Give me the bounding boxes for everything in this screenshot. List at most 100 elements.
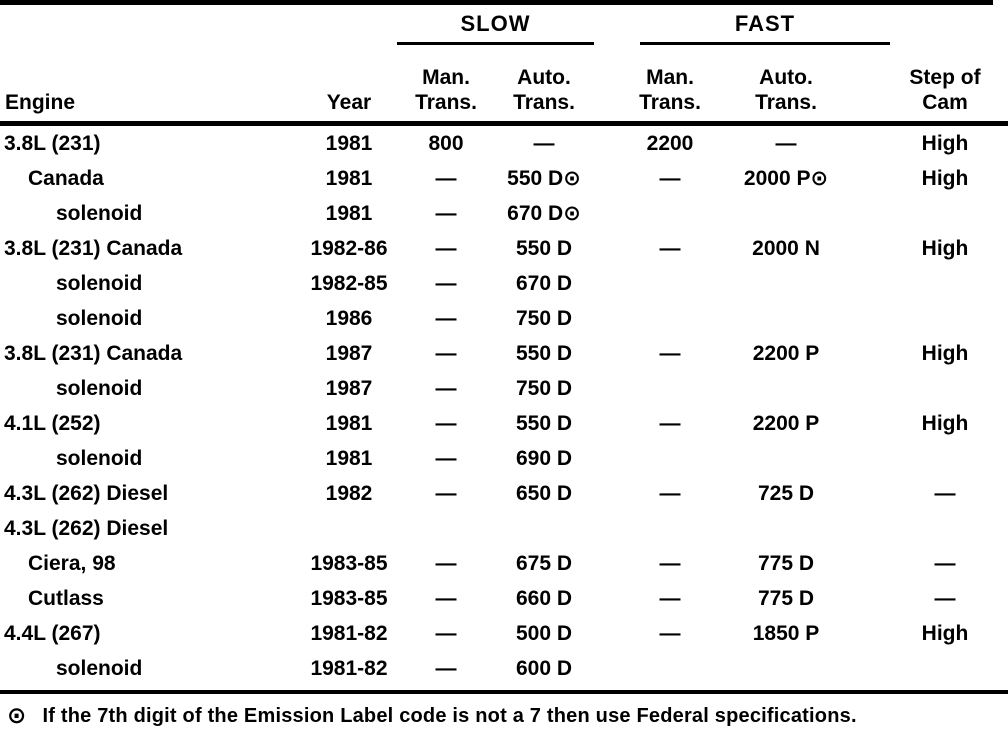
slow-man-trans-cell: — [435, 237, 457, 260]
table-row: solenoid 1987 — 750 D [0, 371, 1008, 406]
slow-auto-trans-cell: 660 D [515, 587, 573, 610]
step-of-cam-cell: — [934, 587, 956, 610]
column-header-line: Cam [922, 91, 968, 114]
column-header-engine-label: Engine [5, 91, 76, 114]
fast-man-trans-cell [594, 441, 734, 476]
fast-man-trans-cell: — [659, 587, 681, 610]
fast-man-trans-cell: — [659, 622, 681, 645]
engine-cell: Cutlass [28, 587, 104, 610]
table-row: 4.3L (262) Diesel [0, 511, 1008, 546]
column-header-engine: Engine [0, 53, 300, 126]
step-of-cam-cell: High [921, 132, 969, 155]
year-cell: 1981 [325, 167, 373, 190]
slow-man-trans-cell: 800 [428, 132, 464, 155]
slow-auto-trans-cell [494, 511, 594, 546]
year-cell: 1981 [325, 132, 373, 155]
table-row: 4.1L (252) 1981 — 550 D — 2200 P High [0, 406, 1008, 441]
slow-man-trans-cell: — [435, 272, 457, 295]
slow-auto-trans-cell: 750 D [515, 307, 573, 330]
slow-auto-trans-cell: 550 D [515, 342, 573, 365]
column-header-line: Trans. [755, 91, 817, 114]
fast-auto-trans-cell [734, 301, 856, 336]
engine-cell: Canada [28, 167, 104, 190]
column-header-fast-man-trans: Man. Trans. [594, 53, 734, 126]
engine-cell: solenoid [56, 307, 143, 330]
slow-man-trans-cell: — [435, 622, 457, 645]
slow-auto-trans-cell: 690 D [515, 447, 573, 470]
engine-cell: solenoid [56, 447, 143, 470]
engine-cell: 4.3L (262) Diesel [4, 482, 169, 505]
table-row: Ciera, 98 1983-85 — 675 D — 775 D — [0, 546, 1008, 581]
step-of-cam-cell [856, 651, 1008, 686]
step-of-cam-cell [856, 511, 1008, 546]
year-cell: 1982-85 [310, 272, 388, 295]
step-of-cam-cell: High [921, 412, 969, 435]
table-row: 3.8L (231) Canada 1982-86 — 550 D — 2000 N Hig… [0, 231, 1008, 266]
column-header-row: Engine Year Man. Trans. Auto. Trans. Man… [0, 53, 1008, 126]
group-header-slow: SLOW [397, 11, 594, 45]
step-of-cam-cell: — [934, 482, 956, 505]
table-row: solenoid 1981-82 — 600 D [0, 651, 1008, 686]
top-rule [0, 0, 993, 5]
slow-auto-trans-cell: 550 D [515, 237, 573, 260]
step-of-cam-cell: High [921, 622, 969, 645]
fast-auto-trans-cell [734, 511, 856, 546]
column-header-fast-auto-trans: Auto. Trans. [734, 53, 856, 126]
slow-man-trans-cell: — [435, 342, 457, 365]
engine-cell: solenoid [56, 202, 143, 225]
step-of-cam-cell: — [934, 552, 956, 575]
slow-auto-trans-cell: 670 D [515, 272, 573, 295]
group-label-slow: SLOW [460, 11, 531, 36]
slow-auto-trans-cell: 650 D [515, 482, 573, 505]
fast-man-trans-cell: 2200 [646, 132, 694, 155]
column-header-year: Year [300, 53, 398, 126]
column-header-year-label: Year [326, 91, 372, 114]
year-cell: 1981 [325, 447, 373, 470]
fast-man-trans-cell [594, 196, 734, 231]
fast-auto-trans-cell [734, 266, 856, 301]
column-header-line: Man. [646, 66, 694, 89]
table-row: solenoid 1981 — 690 D [0, 441, 1008, 476]
slow-man-trans-cell: — [435, 202, 457, 225]
table-row: solenoid 1982-85 — 670 D [0, 266, 1008, 301]
slow-auto-trans-cell: 675 D [515, 552, 573, 575]
bottom-rule [0, 690, 1008, 694]
fast-auto-trans-cell: 2000 N [752, 237, 820, 260]
fast-auto-trans-cell [734, 651, 856, 686]
column-header-line: Trans. [415, 91, 477, 114]
slow-man-trans-cell: — [435, 412, 457, 435]
column-header-line: Auto. [759, 66, 813, 89]
engine-cell: Ciera, 98 [28, 552, 116, 575]
footnote: ⊙ If the 7th digit of the Emission Label… [0, 694, 1008, 729]
column-header-line: Auto. [517, 66, 571, 89]
slow-man-trans-cell: — [435, 167, 457, 190]
slow-man-trans-cell [398, 511, 494, 546]
table-head: Engine Year Man. Trans. Auto. Trans. Man… [0, 53, 1008, 126]
fast-auto-trans-cell [734, 371, 856, 406]
step-of-cam-cell [856, 266, 1008, 301]
group-header-fast: FAST [640, 11, 890, 45]
year-cell: 1981 [325, 202, 373, 225]
fast-auto-trans-cell [734, 196, 856, 231]
fast-auto-trans-cell: 1850 P [752, 622, 820, 645]
step-of-cam-cell: High [921, 167, 969, 190]
fast-auto-trans-cell: 2200 P [752, 342, 820, 365]
fast-man-trans-cell: — [659, 412, 681, 435]
fast-auto-trans-cell: 2200 P [752, 412, 820, 435]
fast-man-trans-cell [594, 371, 734, 406]
step-of-cam-cell: High [921, 237, 969, 260]
slow-man-trans-cell: — [435, 447, 457, 470]
footnote-text: If the 7th digit of the Emission Label c… [42, 705, 857, 727]
fast-man-trans-cell [594, 651, 734, 686]
engine-cell: solenoid [56, 272, 143, 295]
column-header-line: Man. [422, 66, 470, 89]
slow-man-trans-cell: — [435, 587, 457, 610]
year-cell: 1982 [325, 482, 373, 505]
column-header-line: Step of [909, 66, 981, 89]
year-cell: 1983-85 [310, 587, 388, 610]
fast-man-trans-cell: — [659, 237, 681, 260]
slow-man-trans-cell: — [435, 657, 457, 680]
year-cell: 1983-85 [310, 552, 388, 575]
year-cell [300, 511, 398, 546]
